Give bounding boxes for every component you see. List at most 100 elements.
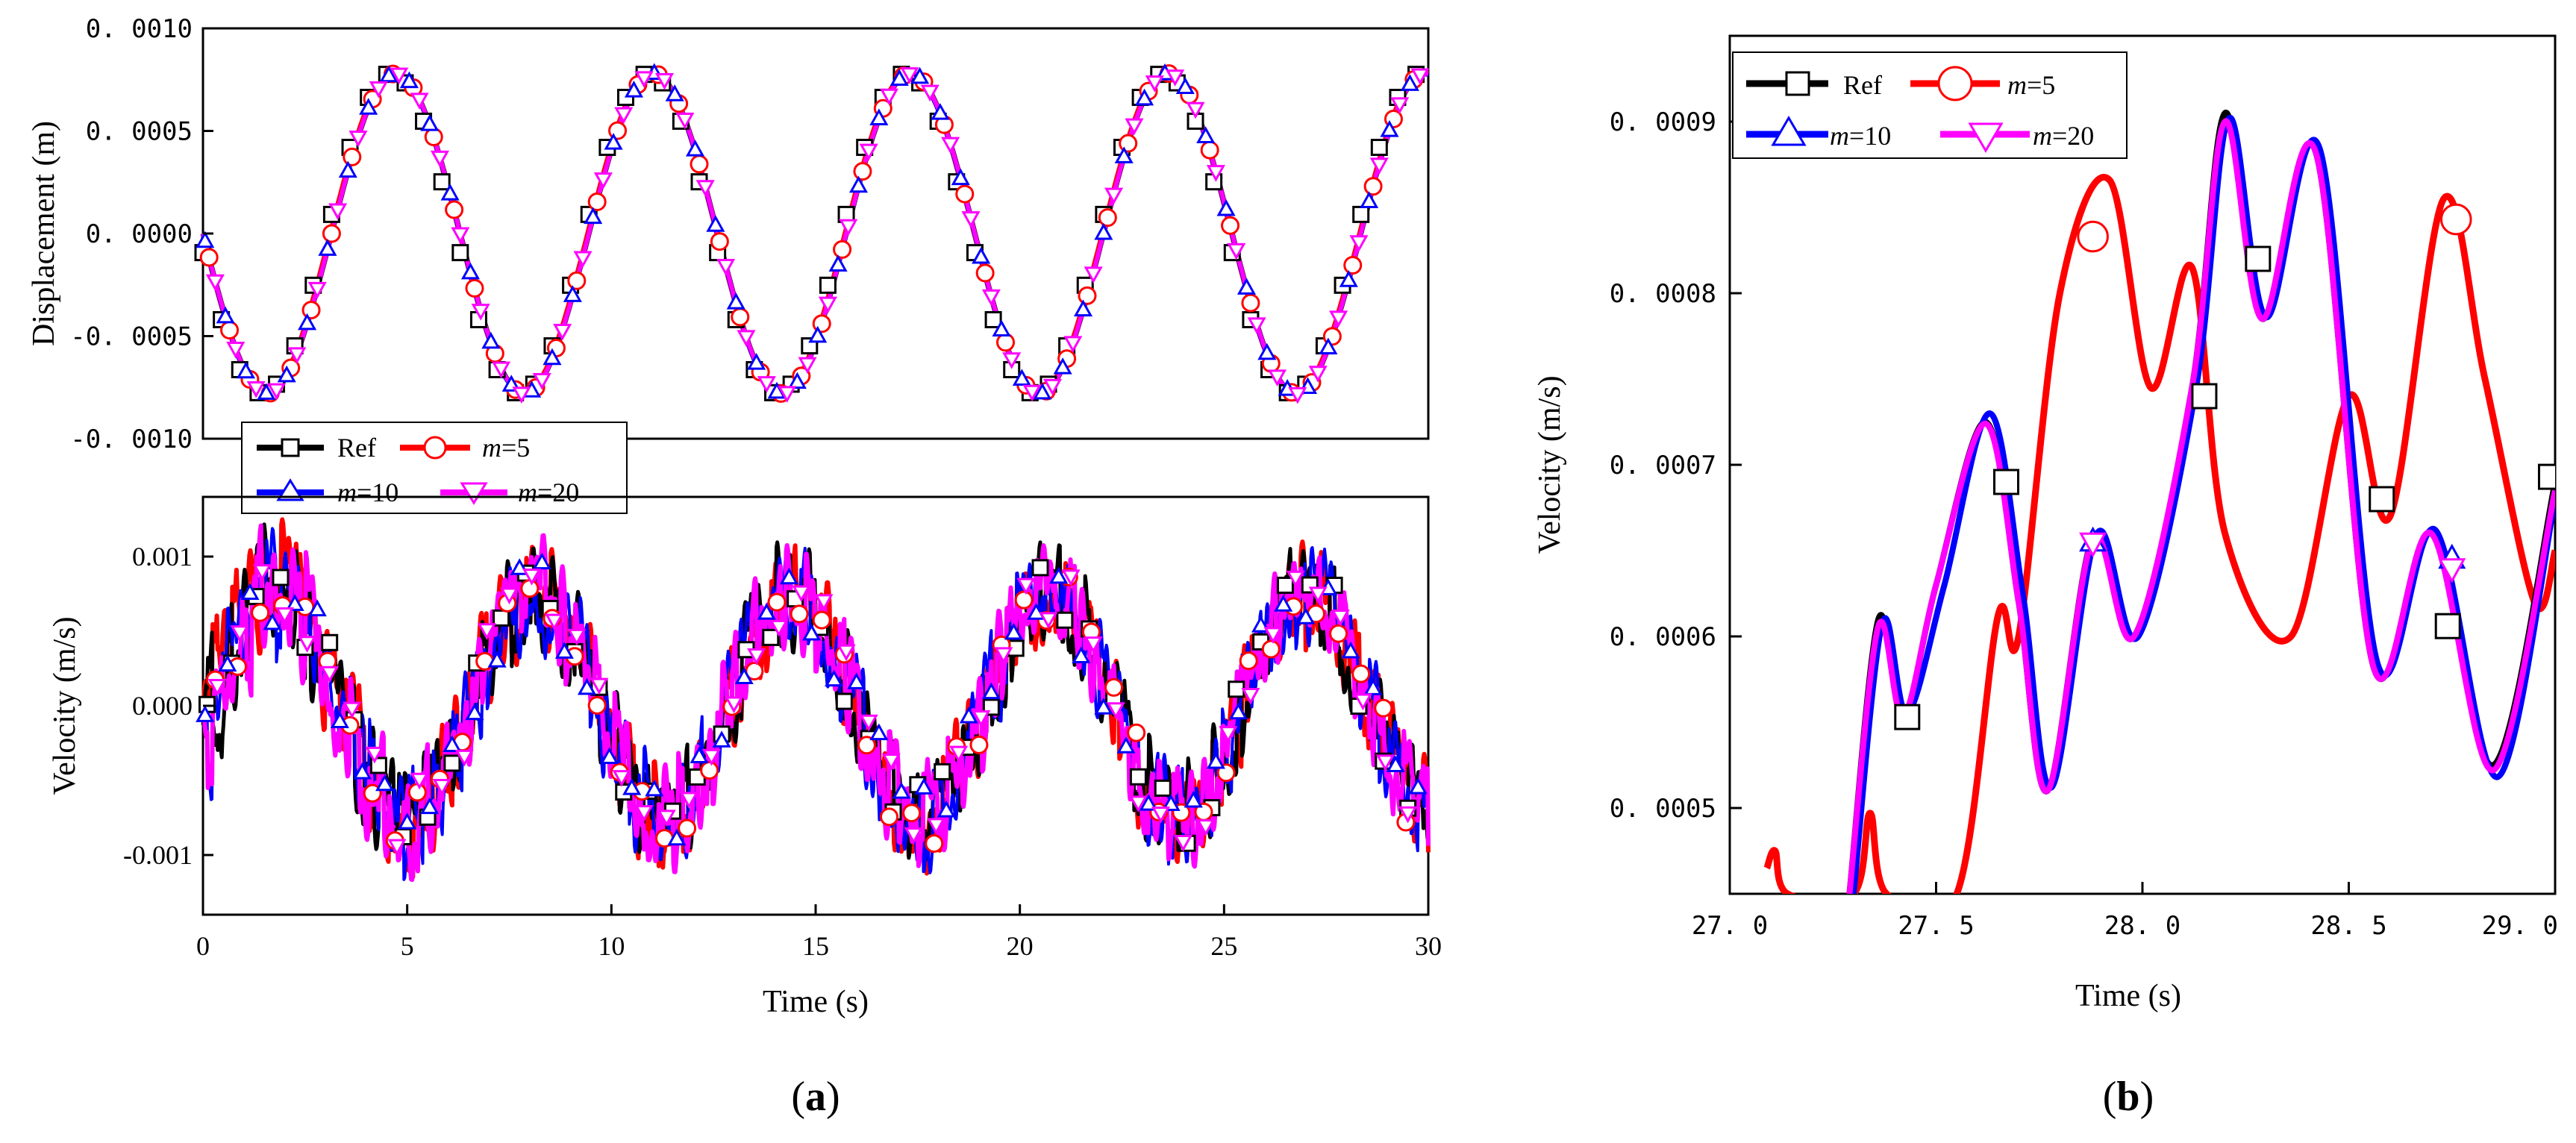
velocity-a-marker-m10 [1161,794,1181,812]
displacement-marker-m20 [716,259,736,276]
velocity-a-marker-m10 [218,654,237,672]
displacement-marker-m20 [818,296,837,314]
displacement-marker-m20 [798,357,817,375]
displacement-marker-m5 [424,127,443,146]
displacement-marker-m20 [778,386,797,403]
legend-a-m5-label: m=5 [482,433,530,463]
velocity-a-marker-m20 [432,779,451,796]
velocity-b-x-tick-label: 29. 0 [2482,911,2558,941]
caption-a-letter: a [805,1074,826,1120]
velocity-a-marker-m10 [1274,595,1293,612]
legend-b-m20-var: m [2033,121,2052,151]
velocity-b-marker-m5 [2439,203,2472,236]
velocity-a-marker-m20 [1308,586,1328,604]
displacement-marker-m10 [379,65,398,83]
displacement-marker-m5 [833,239,852,259]
velocity-a-marker-m10 [667,828,687,846]
velocity-b-marker-ref [2369,486,2395,513]
displacement-marker-m20 [410,93,429,110]
velocity-a-marker-m20 [207,679,227,696]
velocity-a-marker-m10 [1206,751,1225,769]
velocity-a-marker-m10 [645,779,664,797]
velocity-a-marker-m10 [734,667,754,684]
displacement-marker-m10 [543,348,562,366]
velocity-a-marker-m10 [712,730,731,748]
displacement-marker-m20 [451,227,470,245]
velocity-a-marker-m5 [700,761,719,780]
velocity-a-marker-m20 [365,746,384,764]
displacement-marker-m20 [1145,75,1164,93]
velocity-a-marker-m20 [1196,819,1216,836]
legend-a-m20-marker [460,482,488,505]
displacement-y-ticks: -0. 0010 -0. 0005 0. 0000 0. 0005 0. 0010 [70,14,213,454]
velocity-a-marker-m10 [443,735,462,752]
velocity-a-marker-m20 [994,647,1013,664]
displacement-marker-m20 [266,383,287,401]
displacement-marker-m5 [975,263,995,283]
displacement-marker-m10 [624,81,643,98]
velocity-a-marker-m20 [679,792,698,810]
velocity-b-x-ticks: 27. 0 27. 5 28. 0 28. 5 29. 0 [1692,882,2558,941]
velocity-a-x-tick-label: 30 [1415,931,1442,961]
velocity-a-marker-m10 [532,552,551,570]
legend-a-m20-label: m=20 [518,477,579,507]
legend-a-m20-entry: m=20 [440,477,579,507]
displacement-marker-m20 [920,84,940,102]
legend-a-m10-marker [276,478,304,501]
velocity-a-marker-m20 [881,753,901,771]
velocity-a-marker-m10 [981,682,1001,700]
displacement-marker-m10 [910,66,930,84]
velocity-b-series-m5 [1763,174,2555,894]
velocity-b-marker-m20 [2438,558,2466,583]
velocity-a-marker-m20 [701,748,721,766]
legend-b-m20-val: =20 [2052,121,2094,151]
velocity-b-marker-ref [2191,383,2218,410]
displacement-marker-m5 [322,224,341,243]
legend-b-m10-marker [1771,116,1807,146]
displacement-marker-m20 [1329,310,1348,328]
velocity-a-x-ticks: 0 5 10 15 20 25 30 [196,904,1442,961]
displacement-marker-m10 [1073,299,1093,317]
velocity-a-marker-m20 [1263,627,1283,644]
displacement-marker-ref [451,244,469,262]
displacement-marker-m10 [359,98,378,115]
displacement-marker-m20 [532,373,551,390]
velocity-a-y-ticks: -0.001 0.000 0.001 [123,542,213,870]
displacement-marker-m10 [257,383,276,400]
velocity-a-marker-m10 [1116,736,1136,754]
velocity-a-marker-m5 [1239,651,1258,671]
velocity-a-marker-m20 [926,818,946,835]
velocity-a-marker-m20 [320,666,340,683]
velocity-a-x-tick-label: 25 [1210,931,1237,961]
displacement-marker-m10 [196,231,215,248]
velocity-a-marker-m20 [657,810,676,827]
displacement-marker-m5 [1098,208,1117,228]
displacement-marker-m5 [567,271,587,290]
velocity-b-marker-ref [2245,245,2272,272]
velocity-a-marker-m5 [1261,639,1281,659]
displacement-marker-m5 [1078,286,1097,305]
displacement-marker-m5 [710,232,729,251]
velocity-a-marker-m10 [1363,678,1383,695]
velocity-a-marker-ref [1276,576,1294,594]
velocity-a-marker-m20 [814,594,834,612]
velocity-a-marker-m5 [902,804,922,823]
velocity-a-marker-m20 [1106,702,1125,719]
velocity-a-marker-ref [934,762,951,780]
velocity-a-marker-m20 [1174,834,1193,852]
displacement-marker-m10 [869,108,889,125]
displacement-marker-m10 [298,313,317,331]
displacement-marker-m10 [1237,278,1256,295]
velocity-b-plot-frame [1728,34,2557,895]
caption-b-close: ) [2140,1074,2154,1120]
displacement-marker-m20 [553,324,572,341]
displacement-marker-m20 [614,107,634,125]
displacement-marker-m20 [1022,384,1042,402]
displacement-marker-ref [1370,139,1388,157]
velocity-b-marker-ref [2537,463,2555,490]
displacement-marker-m20 [307,281,327,299]
displacement-series-group [194,63,1430,404]
velocity-a-marker-m20 [590,677,609,695]
displacement-marker-m10 [685,140,705,157]
displacement-marker-m5 [1363,177,1383,196]
